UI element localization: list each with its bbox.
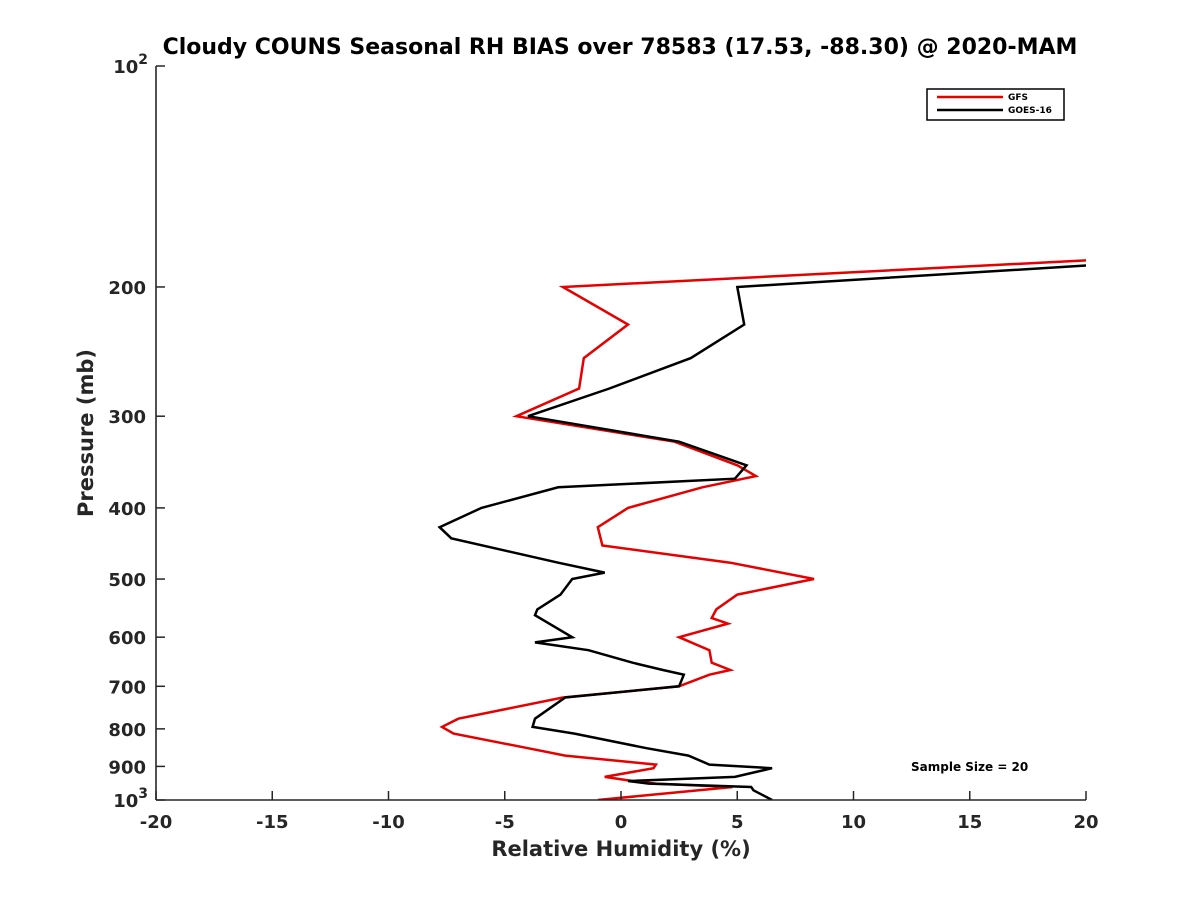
legend: GFS GOES-16 [926,88,1065,121]
series-layer [437,259,1086,800]
x-tick-label: 0 [615,812,628,833]
legend-label-gfs: GFS [1008,93,1028,103]
y-tick-label: 500 [108,570,146,591]
x-tick-label: -20 [140,812,173,833]
x-tick-label: 15 [957,812,982,833]
y-tick-label: 600 [108,628,146,649]
x-tick-label: -10 [372,812,405,833]
x-axis-label: Relative Humidity (%) [491,837,750,861]
x-tick-label: -15 [256,812,289,833]
x-tick-label: -5 [495,812,515,833]
x-tick-label: 10 [841,812,866,833]
y-tick-label: 900 [108,757,146,778]
y-tick-label: 200 [108,278,146,299]
legend-box [926,88,1065,121]
legend-label-goes16: GOES-16 [1008,106,1052,116]
y-tick-label: 102 [113,52,148,78]
y-tick-label: 800 [108,720,146,741]
x-tick-label: 20 [1073,812,1098,833]
y-tick-label: 103 [113,786,148,812]
sample-size-annotation: Sample Size = 20 [911,760,1028,774]
chart-title: Cloudy COUNS Seasonal RH BIAS over 78583… [163,35,1078,60]
y-tick-label: 400 [108,499,146,520]
y-tick-label: 300 [108,407,146,428]
y-tick-label: 700 [108,677,146,698]
series-line-gfs [439,259,1086,800]
x-tick-label: 5 [731,812,744,833]
series-line-goes16 [437,264,1086,800]
x-ticks: -20 -15 -10 -5 0 5 10 15 20 [140,791,1099,833]
y-axis-label: Pressure (mb) [74,349,98,517]
y-ticks: 102 200 300 400 500 600 700 800 900 103 [108,52,165,812]
